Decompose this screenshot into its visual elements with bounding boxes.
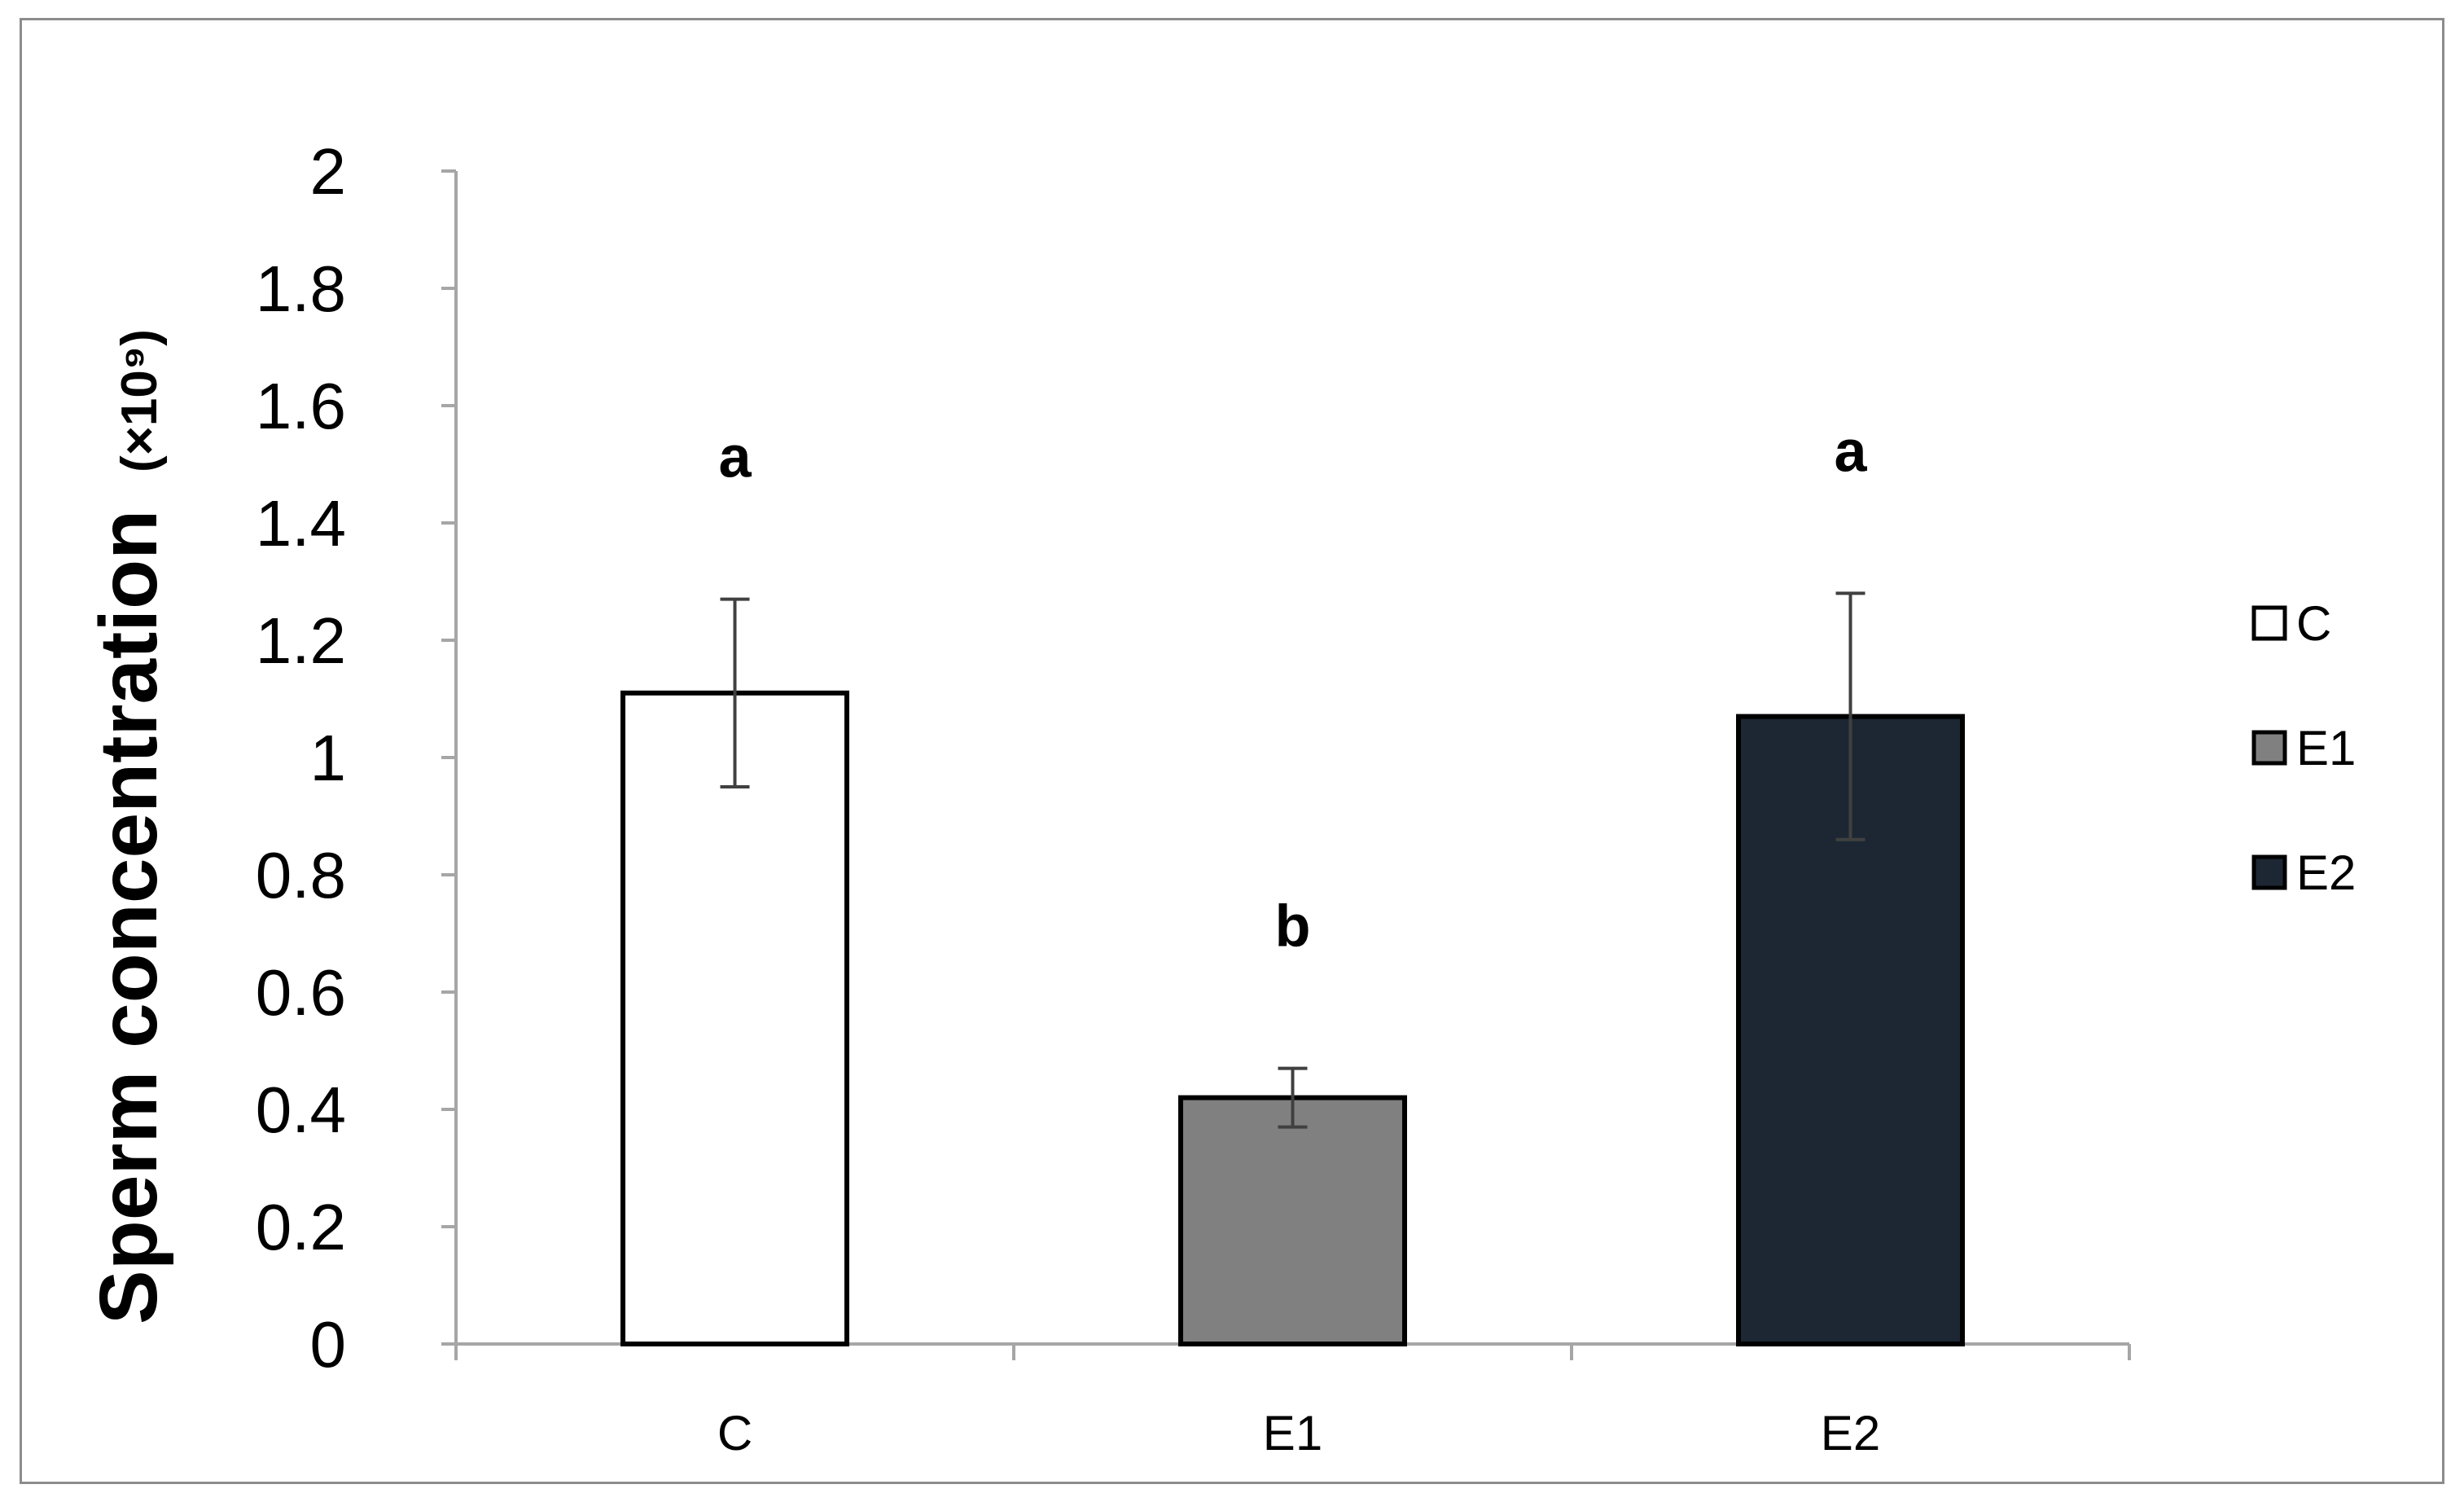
- y-axis-label-unit: (×10⁹): [112, 329, 168, 472]
- y-tick-label: 2: [310, 135, 347, 208]
- legend-label: E1: [2296, 721, 2356, 775]
- x-tick-label: E2: [1821, 1406, 1880, 1460]
- y-tick-label: 1.2: [256, 604, 346, 677]
- legend-label: E2: [2296, 845, 2356, 900]
- significance-label: b: [1275, 894, 1311, 960]
- y-tick-label: 0: [310, 1308, 347, 1381]
- y-axis-label-main: Sperm concentration: [83, 487, 174, 1324]
- y-axis-label: Sperm concentration (×10⁹): [83, 329, 174, 1324]
- significance-label: a: [1834, 419, 1867, 484]
- bar-c: [620, 690, 849, 1346]
- y-tick-label: 0.2: [256, 1191, 346, 1263]
- y-tick-label: 1.8: [256, 253, 346, 325]
- legend-label: C: [2296, 596, 2331, 651]
- x-tick-label: E1: [1263, 1406, 1322, 1460]
- y-tick-label: 1.6: [256, 370, 346, 442]
- significance-label: a: [718, 425, 752, 490]
- y-tick-label: 0.8: [256, 839, 346, 911]
- legend-swatch-c: [2251, 605, 2287, 641]
- y-tick-label: 0.4: [256, 1074, 346, 1146]
- y-tick-label: 1: [310, 722, 347, 794]
- x-tick-label: C: [717, 1406, 752, 1460]
- legend-swatch-e2: [2251, 854, 2287, 890]
- legend-swatch-e1: [2251, 730, 2287, 766]
- bar-e1: [1178, 1095, 1407, 1346]
- y-tick-label: 0.6: [256, 956, 346, 1029]
- y-tick-label: 1.4: [256, 487, 346, 560]
